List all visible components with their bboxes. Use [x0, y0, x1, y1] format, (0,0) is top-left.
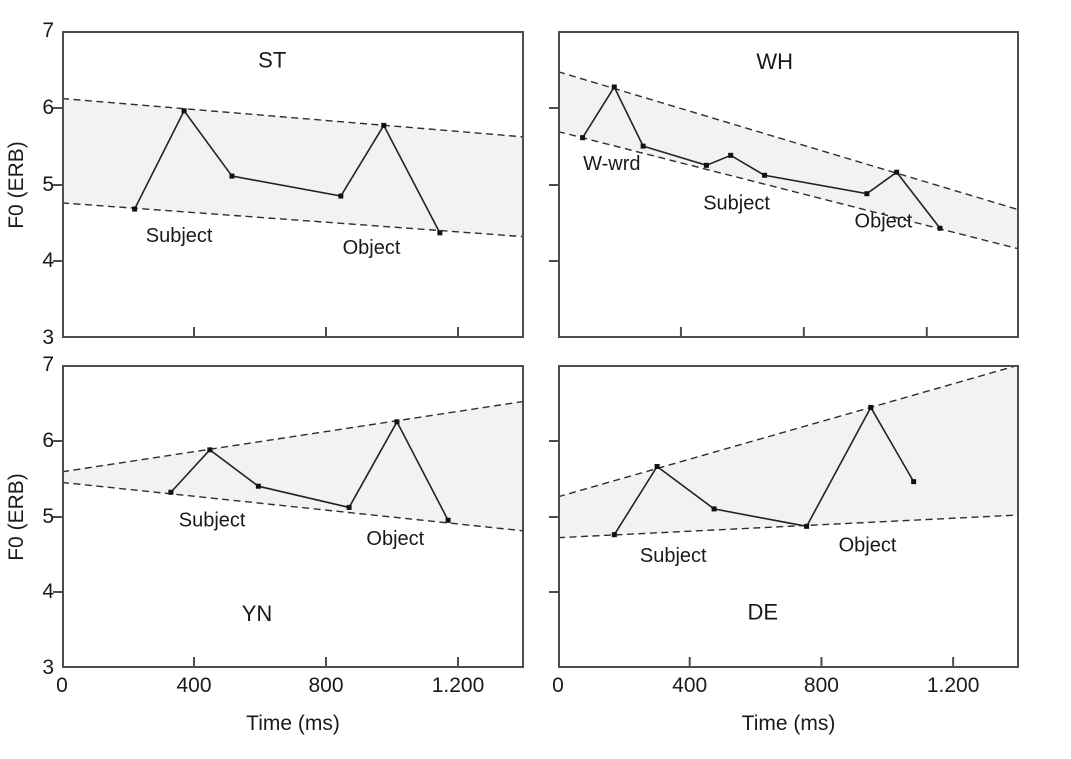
annotation-subject: Subject: [146, 225, 213, 247]
data-point-marker: [911, 479, 917, 485]
y-tick-mark: [549, 439, 558, 442]
data-point-marker: [711, 506, 717, 512]
data-point-marker: [437, 230, 443, 236]
y-tick-mark: [53, 260, 62, 263]
data-point-marker: [640, 143, 646, 149]
y-tick-mark: [549, 183, 558, 186]
x-tick-label: 0: [56, 674, 68, 697]
data-point-marker: [255, 483, 261, 489]
y-tick-mark: [53, 439, 62, 442]
y-tick-mark: [53, 515, 62, 518]
y-tick-label: 5: [42, 172, 54, 196]
data-point-marker: [168, 489, 174, 495]
data-point-marker: [132, 206, 138, 212]
panel-border: [62, 365, 524, 668]
y-axis-title: F0 (ERB): [5, 472, 28, 561]
panel-canvas-ST: Subject Object ST: [62, 31, 524, 338]
data-point-marker: [580, 135, 586, 141]
annotation-subject: Subject: [179, 509, 246, 531]
annotation-object: Object: [343, 237, 401, 259]
declination-lower-line: [62, 481, 524, 532]
declination-upper-line: [62, 400, 524, 473]
data-point-marker: [229, 173, 235, 179]
f0-contour-line: [170, 420, 449, 521]
data-point-marker: [381, 122, 387, 128]
y-tick-mark: [549, 106, 558, 109]
y-tick-mark: [549, 515, 558, 518]
x-tick-label: 1.200: [431, 674, 485, 697]
y-tick-label: 3: [42, 326, 54, 349]
data-point-marker: [338, 193, 344, 199]
x-axis-title: Time (ms): [741, 712, 836, 735]
y-tick-label: 4: [42, 580, 54, 604]
annotation-object: Object: [839, 534, 897, 556]
panel-WH: W-wrd Subject Object WH: [558, 31, 1019, 338]
panel-DE: Subject Object DE: [558, 365, 1019, 668]
data-point-marker: [804, 523, 810, 529]
data-point-marker: [654, 464, 660, 470]
panel-canvas-YN: Subject Object YN: [62, 365, 524, 668]
data-point-marker: [762, 172, 768, 178]
panel-YN: Subject Object YN: [62, 365, 524, 668]
y-tick-mark: [53, 591, 62, 594]
panel-border: [62, 31, 524, 338]
y-tick-label: 7: [42, 19, 54, 42]
y-tick-label: 6: [42, 428, 54, 452]
annotation-object: Object: [366, 528, 424, 550]
data-point-marker: [394, 419, 400, 425]
panel-title-YN: YN: [242, 601, 273, 626]
f0-contour-line: [613, 405, 915, 536]
panel-ST: Subject Object ST: [62, 31, 524, 338]
y-tick-mark: [53, 183, 62, 186]
declination-band: [62, 401, 524, 531]
y-tick-label: 6: [42, 95, 54, 119]
declination-lower-line: [558, 514, 1019, 539]
panel-title-WH: WH: [756, 49, 793, 74]
x-tick-label: 0: [552, 674, 564, 697]
data-point-marker: [181, 108, 187, 114]
y-tick-label: 7: [42, 353, 54, 376]
x-tick-label: 800: [308, 674, 344, 697]
annotation-subject: Subject: [703, 193, 770, 215]
f0-contour-line: [133, 109, 441, 234]
y-axis-title: F0 (ERB): [5, 140, 28, 229]
data-point-marker: [937, 225, 943, 231]
data-point-marker: [728, 152, 734, 158]
declination-band: [558, 71, 1019, 249]
y-tick-mark: [53, 106, 62, 109]
data-point-marker: [207, 447, 213, 453]
data-point-marker: [703, 162, 709, 168]
data-point-marker: [611, 84, 617, 90]
panel-border: [558, 31, 1019, 338]
x-tick-label: 400: [176, 674, 212, 697]
y-tick-label: 4: [42, 249, 54, 273]
panel-title-ST: ST: [258, 48, 286, 73]
panel-border: [558, 365, 1019, 668]
data-point-marker: [868, 404, 874, 410]
y-tick-label: 5: [42, 504, 54, 528]
x-axis-title: Time (ms): [246, 712, 340, 735]
y-tick-mark: [549, 260, 558, 263]
data-point-marker: [346, 504, 352, 510]
x-tick-label: 800: [803, 674, 839, 697]
data-point-marker: [864, 191, 870, 197]
data-point-marker: [445, 517, 451, 523]
declination-band: [558, 365, 1019, 538]
panel-canvas-DE: Subject Object DE: [558, 365, 1019, 668]
data-point-marker: [894, 169, 900, 175]
declination-upper-line: [62, 97, 524, 138]
annotation-subject: Subject: [640, 545, 707, 567]
panel-canvas-WH: W-wrd Subject Object WH: [558, 31, 1019, 338]
declination-lower-line: [62, 202, 524, 238]
y-tick-label: 3: [42, 656, 54, 679]
x-tick-label: 400: [672, 674, 708, 697]
data-point-marker: [611, 532, 617, 538]
y-tick-mark: [549, 591, 558, 594]
x-tick-label: 1.200: [926, 674, 980, 697]
panel-title-DE: DE: [748, 599, 779, 624]
annotation-object: Object: [855, 210, 913, 232]
declination-band: [62, 98, 524, 237]
annotation-w-wrd: W-wrd: [583, 153, 640, 175]
